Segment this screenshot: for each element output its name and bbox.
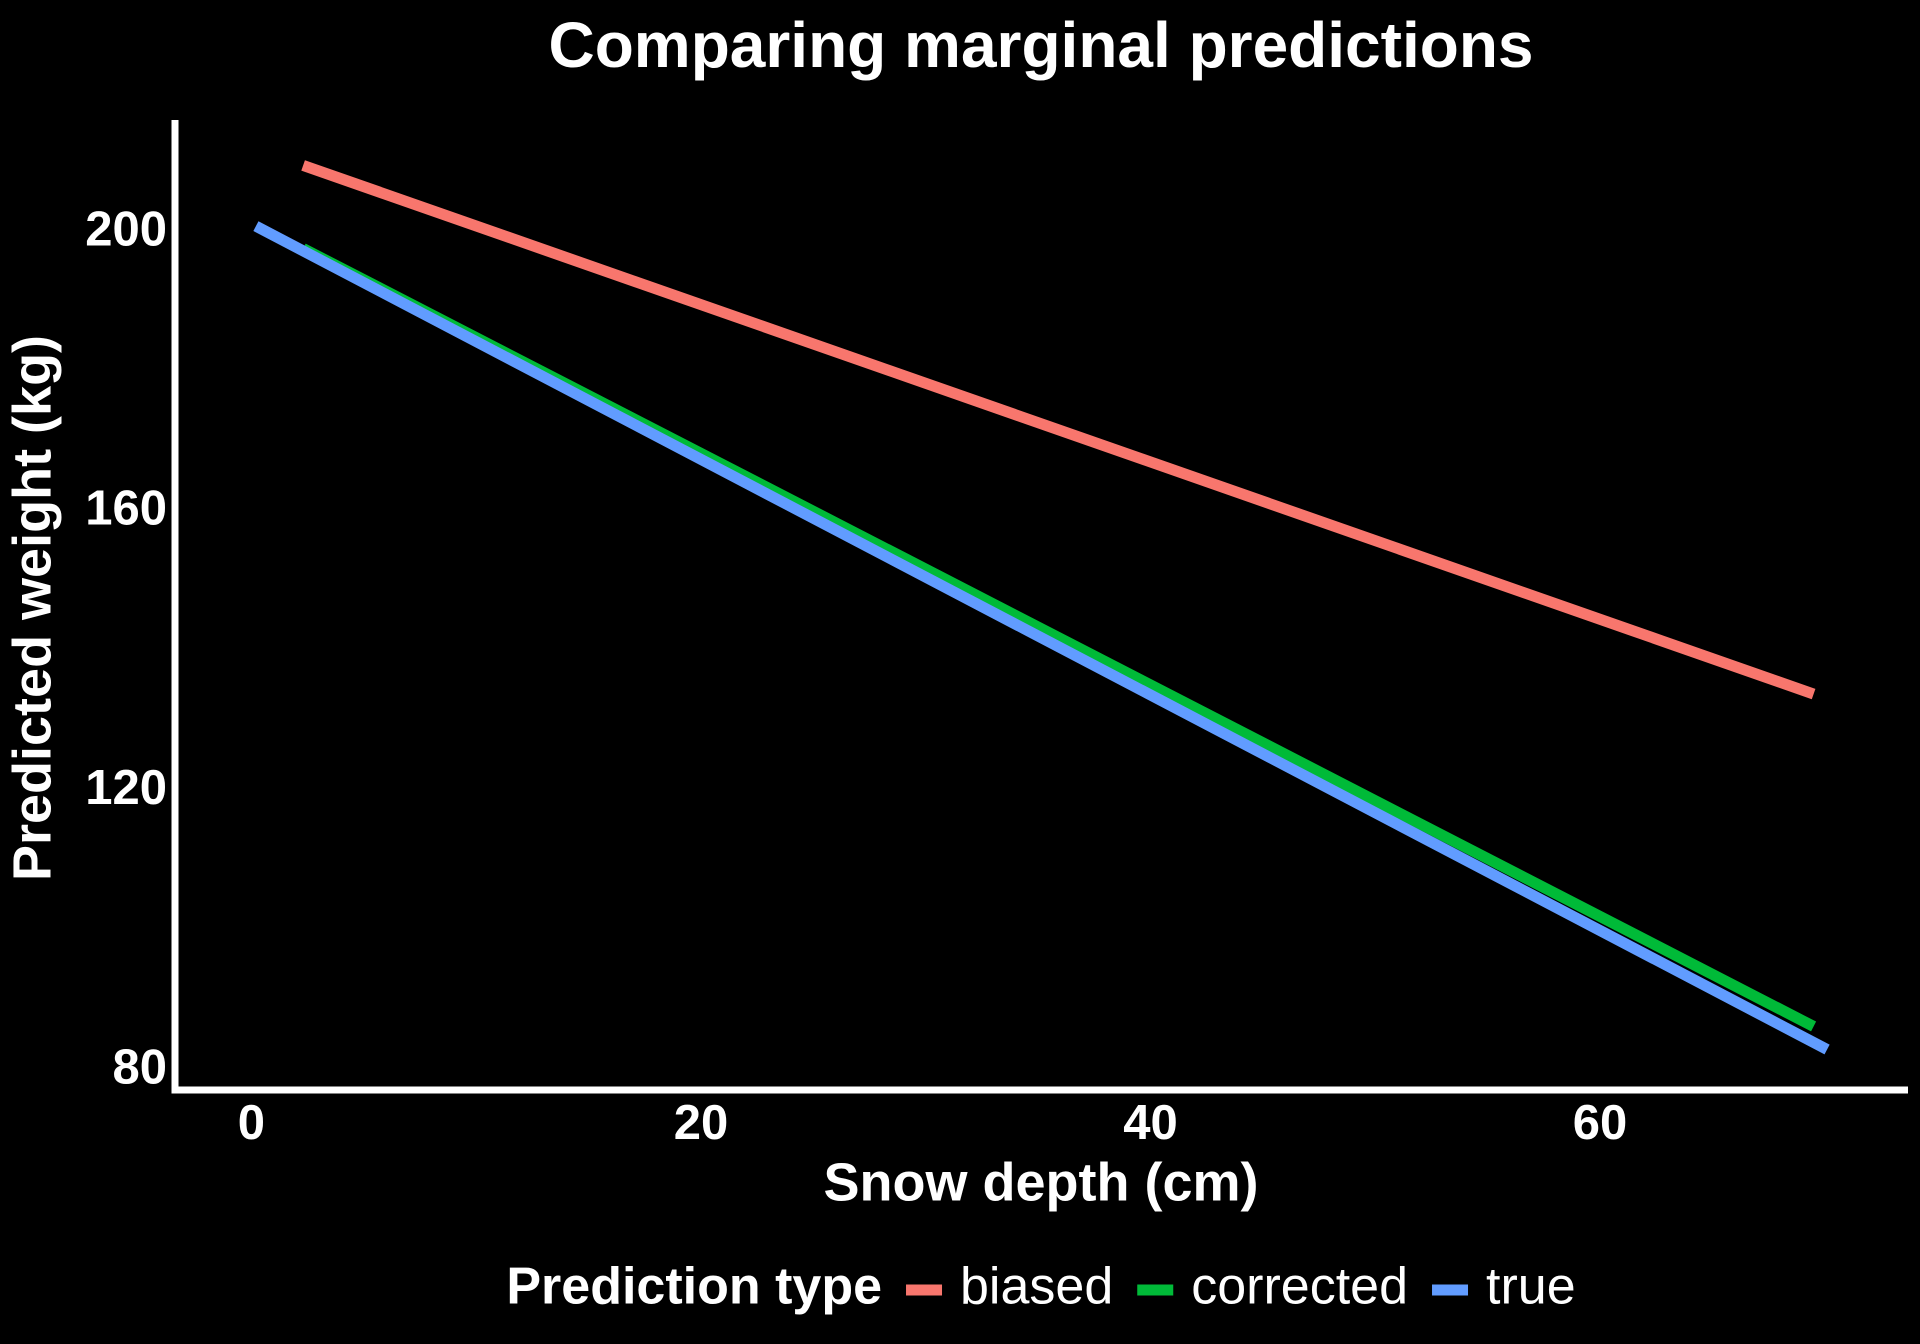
legend-title: Prediction type [506, 1258, 882, 1316]
data-line [301, 160, 1816, 700]
y-tick-label: 160 [85, 482, 167, 536]
x-tick-label: 20 [674, 1096, 729, 1150]
legend-label: biased [960, 1258, 1113, 1316]
data-line [253, 221, 1830, 1055]
legend-label: corrected [1191, 1258, 1408, 1316]
x-axis-title: Snow depth (cm) [824, 1152, 1259, 1212]
legend-label: true [1486, 1258, 1576, 1316]
y-tick-label: 80 [112, 1040, 167, 1094]
x-tick-label: 40 [1123, 1096, 1178, 1150]
y-tick-label: 120 [85, 761, 167, 815]
chart-title: Comparing marginal predictions [548, 9, 1533, 81]
y-tick-label: 200 [85, 202, 167, 256]
y-axis-title: Predicted weight (kg) [2, 335, 62, 881]
x-tick-label: 60 [1573, 1096, 1628, 1150]
x-tick-label: 0 [238, 1096, 265, 1150]
